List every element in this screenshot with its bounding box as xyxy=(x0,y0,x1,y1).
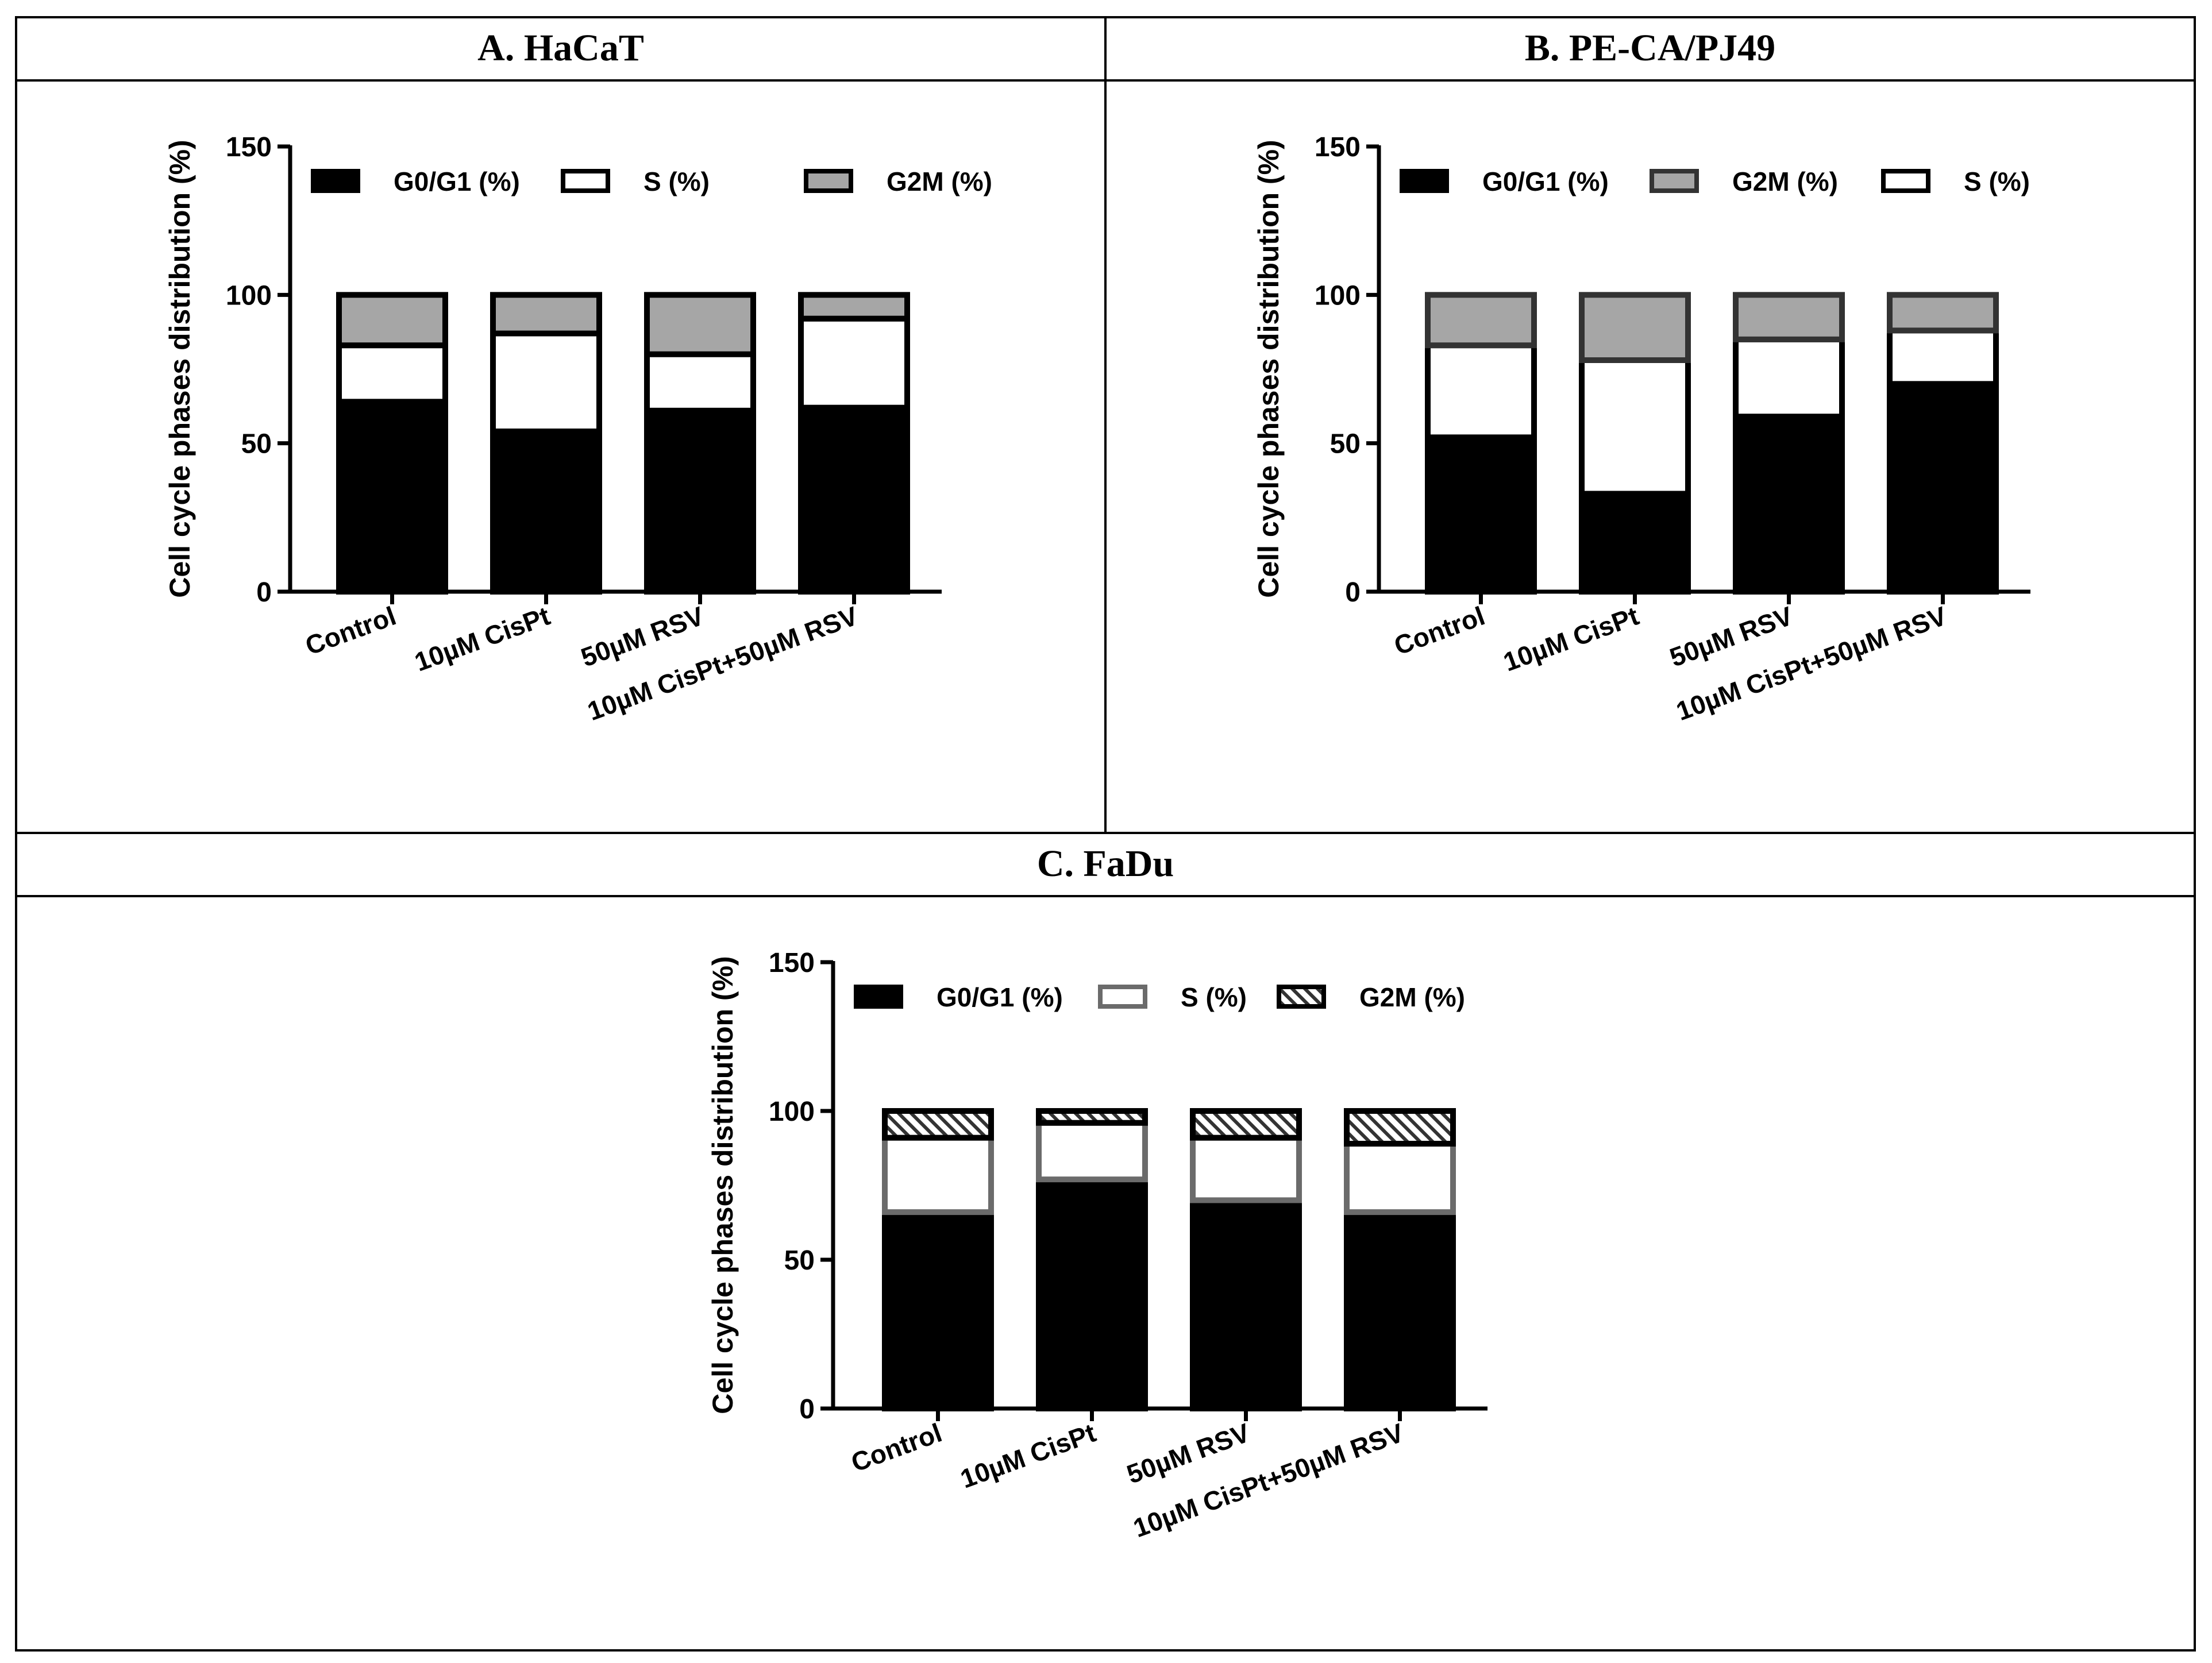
bar-segment xyxy=(1425,434,1537,595)
bar-segment xyxy=(882,1209,994,1412)
bar-segment xyxy=(882,1135,994,1216)
bar-segment xyxy=(490,292,602,337)
legend-swatch xyxy=(1650,169,1699,193)
legend-label: G0/G1 (%) xyxy=(394,167,520,196)
bar-segment xyxy=(1036,1176,1148,1411)
bar-segment xyxy=(798,292,910,322)
x-tick-label: Control xyxy=(301,601,399,661)
bar-segment xyxy=(1344,1140,1456,1216)
panel-title-b: B. PE-CA/PJ49 xyxy=(1525,27,1775,69)
legend-label: S (%) xyxy=(643,167,710,196)
panel-title-c: C. FaDu xyxy=(1037,843,1174,885)
bar-segment xyxy=(1887,292,1999,334)
legend-swatch xyxy=(854,985,903,1009)
legend-label: G0/G1 (%) xyxy=(937,982,1063,1012)
y-tick-label: 100 xyxy=(1315,280,1361,311)
legend-label: G0/G1 (%) xyxy=(1482,167,1609,196)
bar-segment xyxy=(1425,342,1537,441)
bar-segment xyxy=(882,1108,994,1141)
x-tick-label: 10µM CisPt xyxy=(411,601,554,677)
chart-fadu: Cell cycle phases distribution (%) 0 50 100… xyxy=(707,948,1487,1543)
bar-segment xyxy=(1425,292,1537,349)
y-tick-label: 100 xyxy=(769,1097,815,1127)
legend-label: G2M (%) xyxy=(1359,982,1465,1012)
bar-segment xyxy=(1344,1209,1456,1412)
legend-label: S (%) xyxy=(1964,167,2030,196)
bar-segment xyxy=(1190,1108,1302,1141)
bar-segment xyxy=(644,351,756,414)
legend-swatch xyxy=(561,169,610,193)
chart-pe-ca-pj49: Cell cycle phases distribution (%) 0 50 100… xyxy=(1253,132,2030,726)
legend-label: G2M (%) xyxy=(887,167,992,196)
legend-label: G2M (%) xyxy=(1732,167,1838,196)
y-tick-label: 50 xyxy=(784,1245,815,1276)
y-tick-label: 100 xyxy=(226,280,272,311)
y-tick-label: 0 xyxy=(799,1394,815,1425)
bar-segment xyxy=(1036,1108,1148,1126)
y-tick-label: 0 xyxy=(1345,577,1361,608)
bar-segment xyxy=(336,342,448,405)
x-tick-label: Control xyxy=(1390,601,1488,661)
bar-segment xyxy=(1887,381,1999,595)
legend-swatch xyxy=(804,169,853,193)
bar-segment xyxy=(336,399,448,595)
bar-segment xyxy=(490,429,602,595)
y-tick-label: 50 xyxy=(1330,429,1361,460)
y-tick-label: 0 xyxy=(256,577,272,608)
bar-segment xyxy=(1887,327,1999,387)
bar-segment xyxy=(1579,357,1691,497)
legend-swatch xyxy=(1400,169,1449,193)
legend-swatch xyxy=(1098,985,1147,1009)
bar-segment xyxy=(1733,292,1845,342)
x-tick-label: 10µM CisPt xyxy=(1500,601,1643,677)
y-axis-label: Cell cycle phases distribution (%) xyxy=(707,956,739,1414)
legend-swatch xyxy=(311,169,360,193)
x-tick-label: 10µM CisPt+50µM RSV xyxy=(1673,600,1951,726)
y-tick-label: 150 xyxy=(226,132,272,163)
bar-segment xyxy=(1344,1108,1456,1147)
bar-segment xyxy=(1190,1135,1302,1203)
bar-segment xyxy=(1036,1120,1148,1183)
bar-segment xyxy=(644,407,756,595)
y-tick-label: 150 xyxy=(769,948,815,978)
y-axis-label: Cell cycle phases distribution (%) xyxy=(1253,140,1285,597)
bar-segment xyxy=(1733,336,1845,420)
chart-hacat: Cell cycle phases distribution (%) 0 50 100… xyxy=(164,132,992,726)
bar-segment xyxy=(1579,491,1691,595)
x-tick-label: 10µM CisPt+50µM RSV xyxy=(1130,1417,1408,1543)
x-tick-label: 10µM CisPt+50µM RSV xyxy=(584,600,862,726)
bar-segment xyxy=(336,292,448,349)
y-tick-label: 50 xyxy=(241,429,272,460)
bar-segment xyxy=(1190,1197,1302,1411)
x-tick-label: 10µM CisPt xyxy=(957,1418,1100,1494)
panel-title-a: A. HaCaT xyxy=(477,27,644,69)
bar-segment xyxy=(798,404,910,595)
bar-segment xyxy=(798,315,910,411)
bar-segment xyxy=(1733,414,1845,595)
legend-swatch xyxy=(1881,169,1930,193)
legend-swatch xyxy=(1277,985,1326,1009)
bar-segment xyxy=(1579,292,1691,363)
bar-segment xyxy=(644,292,756,357)
legend-label: S (%) xyxy=(1181,982,1247,1012)
figure-frame xyxy=(15,16,2196,1652)
x-tick-label: Control xyxy=(847,1418,945,1478)
bar-segment xyxy=(490,330,602,434)
y-axis-label: Cell cycle phases distribution (%) xyxy=(164,140,196,597)
y-tick-label: 150 xyxy=(1315,132,1361,163)
